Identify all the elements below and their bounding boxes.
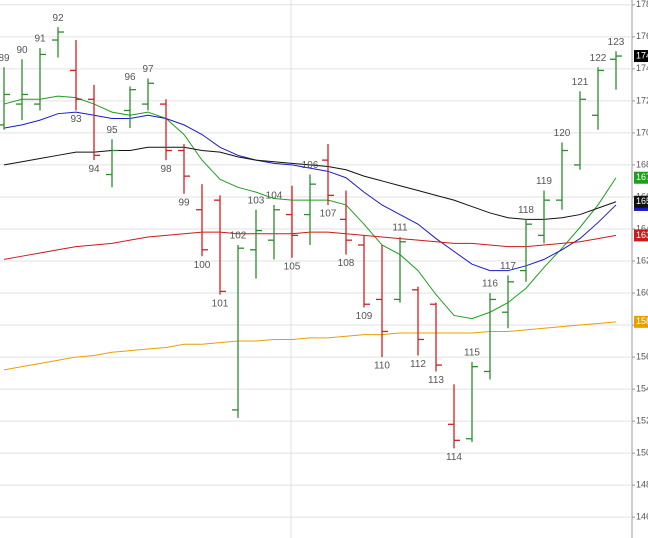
bar-label: 104 — [266, 191, 283, 202]
y-tick-label: 178 — [636, 0, 648, 9]
bar-label: 106 — [302, 160, 319, 171]
last-value-box — [634, 315, 648, 328]
bar-label: 112 — [410, 359, 426, 370]
bar-label: 107 — [320, 209, 337, 220]
bar-label: 117 — [500, 261, 516, 272]
bar-label: 121 — [572, 77, 589, 88]
bar-label: 91 — [34, 34, 46, 45]
bar-label: 99 — [178, 197, 190, 208]
y-tick-label: 152 — [636, 415, 648, 425]
y-tick-label: 156 — [636, 351, 648, 361]
bar-label: 119 — [536, 176, 552, 187]
last-value-label: 167.2 — [636, 172, 648, 182]
y-tick-label: 160 — [636, 287, 648, 297]
last-value-label: 163.6 — [636, 230, 648, 240]
bar-label: 105 — [284, 261, 301, 272]
last-value-box — [634, 50, 648, 63]
y-tick-label: 164 — [636, 223, 648, 233]
bar-label: 116 — [482, 279, 498, 290]
y-tick-label: 154 — [636, 383, 648, 393]
bar-label: 92 — [52, 13, 64, 24]
last-value-label: 165.7 — [636, 196, 648, 206]
moving-average-line — [3, 321, 617, 371]
bar-label: 111 — [392, 223, 408, 234]
bar-label: 103 — [248, 195, 265, 206]
y-tick-label: 148 — [636, 480, 648, 490]
bar-label: 96 — [124, 72, 136, 83]
moving-average-line — [3, 111, 617, 272]
bar-label: 102 — [230, 231, 247, 242]
last-value-box — [634, 229, 648, 242]
last-value-label: 174.8 — [636, 50, 648, 60]
bar-label: 118 — [518, 205, 534, 216]
y-tick-label: 174 — [636, 63, 648, 73]
bar-label: 114 — [446, 452, 462, 463]
bar-label: 93 — [70, 114, 82, 125]
bar-label: 110 — [374, 361, 390, 372]
bar-label: 94 — [88, 164, 100, 175]
bar-label: 123 — [608, 37, 625, 48]
y-tick-label: 176 — [636, 31, 648, 41]
moving-average-line — [3, 146, 617, 220]
bar-label: 101 — [212, 298, 229, 309]
bar-label: 98 — [160, 164, 172, 175]
bar-label: 120 — [554, 128, 571, 139]
bar-label: 95 — [106, 125, 118, 136]
y-tick-label: 168 — [636, 159, 648, 169]
bar-label: 115 — [464, 348, 480, 359]
y-tick-label: 170 — [636, 127, 648, 137]
bar-label: 122 — [590, 53, 607, 64]
bar-label: 89 — [0, 53, 10, 64]
bar-label: 97 — [142, 64, 154, 75]
y-tick-label: 146 — [636, 512, 648, 522]
y-tick-label: 172 — [636, 95, 648, 105]
last-value-label: 158.2 — [636, 316, 648, 326]
bar-label: 90 — [16, 45, 28, 56]
y-tick-label: 150 — [636, 448, 648, 458]
bar-label: 100 — [194, 260, 211, 271]
y-tick-label: 162 — [636, 255, 648, 265]
last-value-box — [634, 195, 648, 208]
last-value-box — [634, 171, 648, 184]
bar-label: 109 — [356, 311, 373, 322]
bar-label: 113 — [428, 375, 444, 386]
bar-label: 108 — [338, 258, 355, 269]
